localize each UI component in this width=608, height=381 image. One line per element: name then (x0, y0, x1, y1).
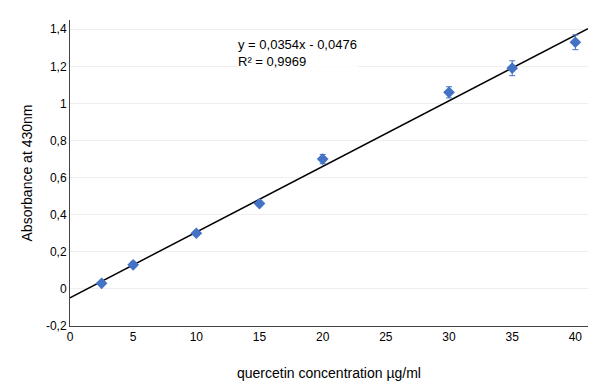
svg-text:y = 0,0354x - 0,0476R² = 0,996: y = 0,0354x - 0,0476R² = 0,9969 (238, 37, 357, 69)
svg-text:20: 20 (316, 330, 330, 344)
svg-text:5: 5 (130, 330, 137, 344)
svg-text:1,4: 1,4 (50, 22, 67, 36)
svg-text:1: 1 (60, 97, 67, 111)
svg-text:0: 0 (60, 282, 67, 296)
svg-text:15: 15 (253, 330, 267, 344)
svg-text:35: 35 (506, 330, 520, 344)
svg-text:-0,2: -0,2 (46, 319, 67, 333)
svg-text:1,2: 1,2 (50, 60, 67, 74)
svg-text:0: 0 (67, 330, 74, 344)
svg-text:0,8: 0,8 (50, 134, 67, 148)
svg-text:10: 10 (190, 330, 204, 344)
svg-text:25: 25 (379, 330, 393, 344)
svg-text:40: 40 (569, 330, 583, 344)
svg-text:Absorbance at 430nm: Absorbance at 430nm (19, 105, 35, 242)
svg-text:0,2: 0,2 (50, 245, 67, 259)
svg-text:0,6: 0,6 (50, 171, 67, 185)
svg-text:0,4: 0,4 (50, 208, 67, 222)
svg-text:30: 30 (442, 330, 456, 344)
svg-text:quercetin concentration µg/ml: quercetin concentration µg/ml (237, 365, 421, 381)
